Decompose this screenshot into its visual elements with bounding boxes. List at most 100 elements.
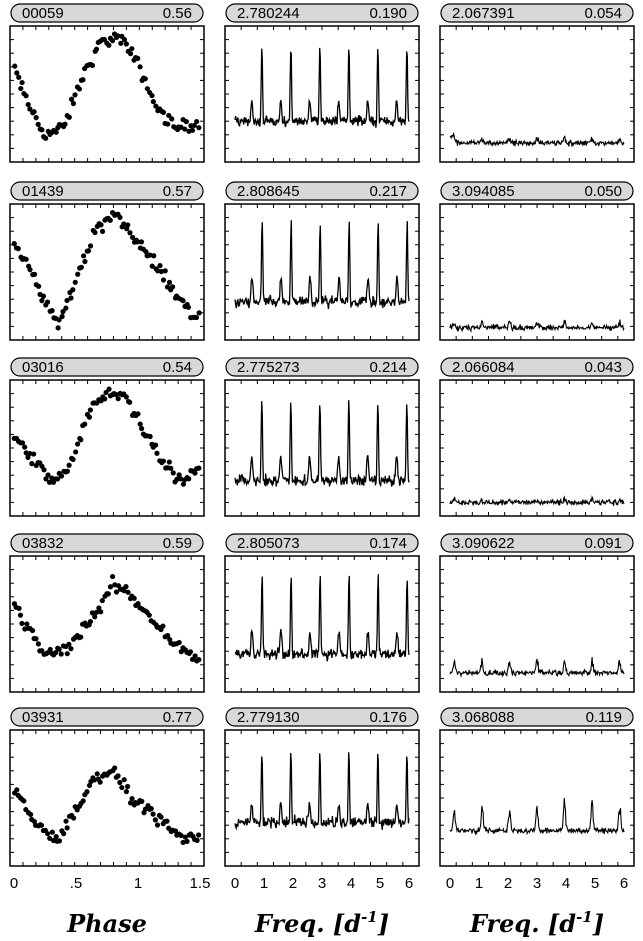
residual-frame	[439, 729, 635, 867]
data-point	[72, 279, 78, 285]
data-point	[19, 79, 25, 86]
data-point	[39, 298, 45, 304]
data-point	[135, 411, 141, 417]
residual-power-label: 0.091	[584, 535, 622, 552]
data-point	[35, 641, 41, 647]
data-point	[31, 451, 37, 457]
data-point	[112, 765, 118, 771]
lightcurve-points	[11, 210, 202, 331]
data-point	[177, 476, 184, 482]
data-point	[113, 589, 120, 595]
label-pill	[225, 357, 419, 377]
data-point	[105, 591, 111, 597]
data-point	[73, 449, 79, 455]
data-point	[18, 85, 24, 92]
data-point	[183, 119, 189, 125]
data-point	[117, 779, 123, 786]
data-point	[101, 36, 108, 43]
data-point	[184, 838, 190, 844]
data-point	[24, 621, 30, 627]
data-point	[38, 822, 45, 828]
data-point	[131, 595, 137, 601]
frequency-label: 2.775273	[237, 359, 300, 376]
data-point	[115, 773, 121, 779]
data-point	[115, 33, 121, 39]
data-point	[23, 256, 29, 262]
residual-line	[449, 131, 625, 148]
lightcurve-frame	[9, 555, 205, 693]
x-axis-title: Phase	[66, 909, 147, 938]
data-point	[102, 396, 108, 402]
data-point	[180, 298, 186, 304]
data-point	[33, 115, 39, 121]
data-point	[52, 650, 59, 656]
data-point	[99, 597, 105, 604]
data-point	[80, 798, 86, 804]
data-point	[64, 825, 70, 831]
data-point	[59, 313, 65, 320]
data-point	[36, 283, 42, 289]
data-point	[40, 293, 47, 299]
data-point	[58, 473, 65, 479]
x-tick-label: 6	[620, 875, 628, 892]
data-point	[192, 653, 198, 659]
data-point	[196, 125, 202, 131]
power-label: 0.176	[369, 709, 407, 726]
data-point	[64, 297, 70, 304]
label-pill	[10, 357, 204, 377]
star-id-label: 03931	[22, 709, 64, 726]
data-point	[27, 106, 33, 112]
data-point	[193, 314, 200, 321]
data-point	[135, 601, 141, 607]
residual-power-label: 0.050	[584, 183, 622, 200]
data-point	[154, 450, 160, 456]
data-point	[14, 787, 20, 793]
data-point	[194, 118, 200, 125]
data-point	[45, 472, 51, 478]
lightcurve-points	[11, 386, 202, 487]
data-point	[118, 40, 124, 46]
data-point	[47, 835, 53, 841]
frequency-label: 2.779130	[237, 709, 300, 726]
data-point	[164, 818, 170, 824]
star-id-label: 01439	[22, 183, 64, 200]
x-tick-label: 2	[289, 875, 297, 892]
data-point	[98, 222, 104, 228]
data-point	[93, 609, 100, 615]
data-point	[96, 605, 102, 611]
data-point	[169, 284, 176, 290]
star-id-label: 03016	[22, 359, 64, 376]
data-point	[22, 444, 28, 450]
data-point	[149, 92, 155, 99]
x-tick-label: 4	[347, 875, 355, 892]
residual-frequency-label: 3.068088	[452, 709, 515, 726]
data-point	[103, 389, 109, 396]
residual-frequency-label: 3.090622	[452, 535, 515, 552]
data-point	[127, 230, 133, 236]
lightcurve-frame	[9, 379, 205, 517]
data-point	[127, 399, 133, 405]
x-tick-label: 1.5	[190, 875, 211, 892]
data-point	[143, 249, 149, 255]
data-point	[58, 651, 64, 657]
residual-power-label: 0.043	[584, 359, 622, 376]
data-point	[129, 795, 135, 802]
label-pill	[10, 181, 204, 201]
data-point	[123, 584, 129, 590]
residual-power-label: 0.054	[584, 5, 622, 22]
star-id-label: 03832	[22, 535, 64, 552]
data-point	[56, 317, 62, 323]
periodogram-frame	[224, 729, 420, 867]
data-point	[80, 77, 86, 83]
data-point	[98, 609, 104, 615]
frequency-label: 2.780244	[237, 5, 300, 22]
lightcurve-points	[11, 573, 202, 664]
data-point	[69, 96, 75, 102]
label-pill	[225, 707, 419, 727]
data-point	[123, 41, 129, 47]
data-point	[166, 459, 172, 465]
data-point	[27, 450, 33, 457]
data-point	[55, 325, 61, 331]
residual-line	[449, 495, 625, 507]
